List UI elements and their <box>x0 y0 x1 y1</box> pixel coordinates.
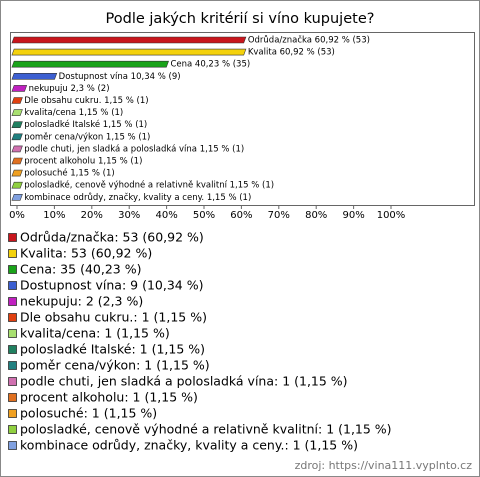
chart-title: Podle jakých kritérií si víno kupujete? <box>106 11 375 27</box>
x-tick-label: 40% <box>155 210 177 221</box>
legend-swatch <box>8 313 17 322</box>
legend-swatch <box>8 393 17 402</box>
bar <box>11 133 23 141</box>
bar-label: poměr cena/výkon 1,15 % (1) <box>24 132 150 142</box>
bar <box>11 85 28 92</box>
bar <box>11 121 23 128</box>
x-tick-label: 60% <box>230 210 252 221</box>
legend-swatch <box>8 441 17 450</box>
legend-swatch <box>8 233 17 242</box>
bar <box>11 194 23 201</box>
bar-label: Dostupnost vína 10,34 % (9) <box>59 72 181 82</box>
legend-label: polosuché: 1 (1,15 %) <box>20 406 157 421</box>
bar <box>11 60 169 68</box>
bar-label: polosuché 1,15 % (1) <box>24 168 114 179</box>
bar-label: nekupuju 2,3 % (2) <box>29 84 110 94</box>
legend-label: Dostupnost vína: 9 (10,34 %) <box>20 278 203 293</box>
x-tick-label: 70% <box>268 210 290 221</box>
legend-swatch <box>8 425 17 434</box>
bar-label: kvalita/cena 1,15 % (1) <box>24 108 123 118</box>
bar <box>11 109 23 116</box>
legend-label: kvalita/cena: 1 (1,15 %) <box>20 326 170 341</box>
x-tick-label: 30% <box>118 210 140 221</box>
legend-swatch <box>8 345 17 354</box>
bar <box>11 169 23 177</box>
legend-label: Kvalita: 53 (60,92 %) <box>20 246 152 261</box>
legend-label: procent alkoholu: 1 (1,15 %) <box>20 390 198 405</box>
legend-swatch <box>8 377 17 386</box>
legend-swatch <box>8 409 17 418</box>
legend-label: nekupuju: 2 (2,3 %) <box>20 294 143 309</box>
bar <box>11 48 247 56</box>
bar-label: polosladké, cenově výhodné a relativně k… <box>24 180 274 191</box>
source: zdroj: https://vina111.vyplnto.cz <box>295 459 473 472</box>
bar-label: podle chuti, jen sladká a polosladká vín… <box>24 144 244 154</box>
x-tick-label: 20% <box>81 210 103 221</box>
x-tick-label: 10% <box>43 210 65 221</box>
bar <box>11 73 58 80</box>
bar <box>11 157 23 165</box>
x-tick-label: 100% <box>377 210 406 221</box>
legend-swatch <box>8 329 17 338</box>
x-tick-label: 80% <box>305 210 327 221</box>
legend-label: polosladké, cenově výhodné a relativně k… <box>20 422 392 437</box>
x-tick-label: 90% <box>342 210 364 221</box>
plot-frame <box>10 32 475 206</box>
x-tick-label: 0% <box>9 210 25 221</box>
legend-label: podle chuti, jen sladká a polosladká vín… <box>20 374 348 389</box>
legend-label: Cena: 35 (40,23 %) <box>20 262 141 277</box>
legend-label: Odrůda/značka: 53 (60,92 %) <box>20 230 204 245</box>
bar-label: Dle obsahu cukru. 1,15 % (1) <box>24 96 148 106</box>
legend-swatch <box>8 249 17 258</box>
legend-label: Dle obsahu cukru.: 1 (1,15 %) <box>20 310 207 325</box>
bar-label: procent alkoholu 1,15 % (1) <box>24 157 142 167</box>
bar-label: polosladké Italské 1,15 % (1) <box>24 119 147 130</box>
legend-swatch <box>8 281 17 290</box>
legend-label: kombinace odrůdy, značky, kvality a ceny… <box>20 438 358 453</box>
legend-swatch <box>8 361 17 370</box>
legend-swatch <box>8 297 17 306</box>
x-tick-label: 50% <box>193 210 215 221</box>
legend-swatch <box>8 265 17 274</box>
bar <box>11 36 247 44</box>
bar <box>11 97 23 104</box>
bar-label: Odrůda/značka 60,92 % (53) <box>248 35 370 46</box>
bar <box>11 181 23 189</box>
legend-label: poměr cena/výkon: 1 (1,15 %) <box>20 358 210 373</box>
bar-label: Cena 40,23 % (35) <box>170 60 250 70</box>
bar <box>11 145 23 153</box>
bar-label: kombinace odrůdy, značky, kvality a ceny… <box>24 192 251 203</box>
bar-label: Kvalita 60,92 % (53) <box>248 48 335 58</box>
legend-label: polosladké Italské: 1 (1,15 %) <box>20 342 205 357</box>
